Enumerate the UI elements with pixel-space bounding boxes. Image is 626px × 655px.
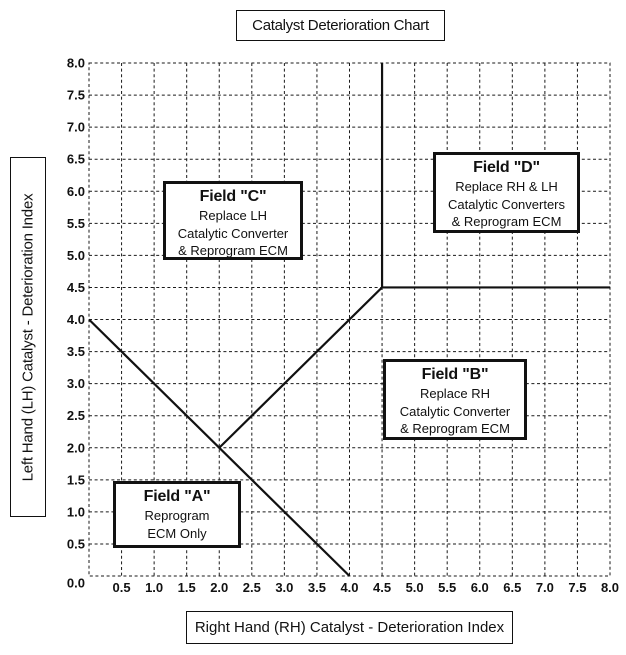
y-tick-label: 2.0: [67, 440, 85, 455]
y-tick-label: 5.0: [67, 248, 85, 263]
field-a-line: Reprogram: [144, 508, 210, 523]
y-tick-label: 3.5: [67, 344, 85, 359]
field-c-title: Field "C": [199, 188, 267, 205]
y-tick-label: 0.5: [67, 536, 85, 551]
x-tick-label: 5.5: [438, 580, 456, 595]
y-tick-label: 4.0: [67, 312, 85, 327]
x-tick-label: 3.0: [275, 580, 293, 595]
x-tick-label: 7.5: [568, 580, 586, 595]
field-a-box: Field "A" Reprogram ECM Only: [113, 481, 241, 548]
x-tick-label: 2.5: [243, 580, 261, 595]
field-c-line: & Reprogram ECM: [178, 243, 288, 258]
field-b-line: & Reprogram ECM: [400, 421, 510, 436]
x-tick-label: 4.5: [373, 580, 391, 595]
field-a-title: Field "A": [143, 488, 211, 505]
field-b-c-boundary: [218, 286, 383, 449]
y-tick-label: 0.0: [67, 576, 85, 591]
x-tick-label: 3.5: [308, 580, 326, 595]
x-tick-label: 5.0: [406, 580, 424, 595]
y-tick-label: 1.0: [67, 504, 85, 519]
field-d-line: Replace RH & LH: [455, 179, 558, 194]
x-tick-label: 4.0: [340, 580, 358, 595]
x-axis-label: Right Hand (RH) Catalyst - Deterioration…: [194, 619, 505, 636]
x-tick-label: 2.0: [210, 580, 228, 595]
x-tick-label: 1.5: [178, 580, 196, 595]
field-b-line: Catalytic Converter: [399, 403, 511, 419]
field-b-title: Field "B": [421, 366, 489, 383]
y-tick-label: 4.5: [67, 280, 85, 295]
x-tick-label: 7.0: [536, 580, 554, 595]
field-boundary-lines: [88, 63, 610, 577]
field-b-line: Replace RH: [419, 386, 491, 401]
x-tick-label: 0.5: [113, 580, 131, 595]
y-tick-label: 6.0: [67, 184, 85, 199]
field-c-line: Replace LH: [199, 208, 267, 223]
field-a-line: ECM Only: [147, 525, 207, 541]
y-axis-tick-labels: 0.0 0.5 1.0 1.5 2.0 2.5 3.0 3.5 4.0 4.5 5.0 5.5 6.0 6…: [67, 56, 85, 591]
field-d-line: Catalytic Converters: [447, 196, 566, 212]
y-tick-label: 7.0: [67, 120, 85, 135]
field-d-line: & Reprogram ECM: [451, 214, 562, 229]
x-tick-label: 1.0: [145, 580, 163, 595]
field-c-line: Catalytic Converter: [177, 225, 289, 241]
y-axis-label: Left Hand (LH) Catalyst - Deterioration …: [19, 193, 37, 481]
x-tick-label: 6.0: [471, 580, 489, 595]
y-tick-label: 7.5: [67, 88, 85, 103]
y-axis-label-box: Left Hand (LH) Catalyst - Deterioration …: [10, 157, 46, 517]
field-b-box: Field "B" Replace RH Catalytic Converter…: [383, 359, 527, 440]
x-tick-label: 6.5: [503, 580, 521, 595]
x-axis-tick-labels: 0.5 1.0 1.5 2.0 2.5 3.0 3.5 4.0 4.5 5.0 5.5 6.0 6.5 7…: [113, 580, 620, 595]
y-tick-label: 2.5: [67, 408, 85, 423]
y-tick-label: 6.5: [67, 152, 85, 167]
y-tick-label: 1.5: [67, 472, 85, 487]
y-tick-label: 3.0: [67, 376, 85, 391]
field-d-box: Field "D" Replace RH & LH Catalytic Conv…: [433, 152, 580, 233]
x-axis-label-box: Right Hand (RH) Catalyst - Deterioration…: [186, 611, 513, 644]
x-tick-label: 8.0: [601, 580, 619, 595]
field-c-box: Field "C" Replace LH Catalytic Converter…: [163, 181, 303, 260]
chart-title: Catalyst Deterioration Chart: [252, 17, 429, 34]
field-d-title: Field "D": [473, 159, 540, 176]
chart-title-box: Catalyst Deterioration Chart: [236, 10, 445, 41]
y-tick-label: 8.0: [67, 56, 85, 71]
y-tick-label: 5.5: [67, 216, 85, 231]
